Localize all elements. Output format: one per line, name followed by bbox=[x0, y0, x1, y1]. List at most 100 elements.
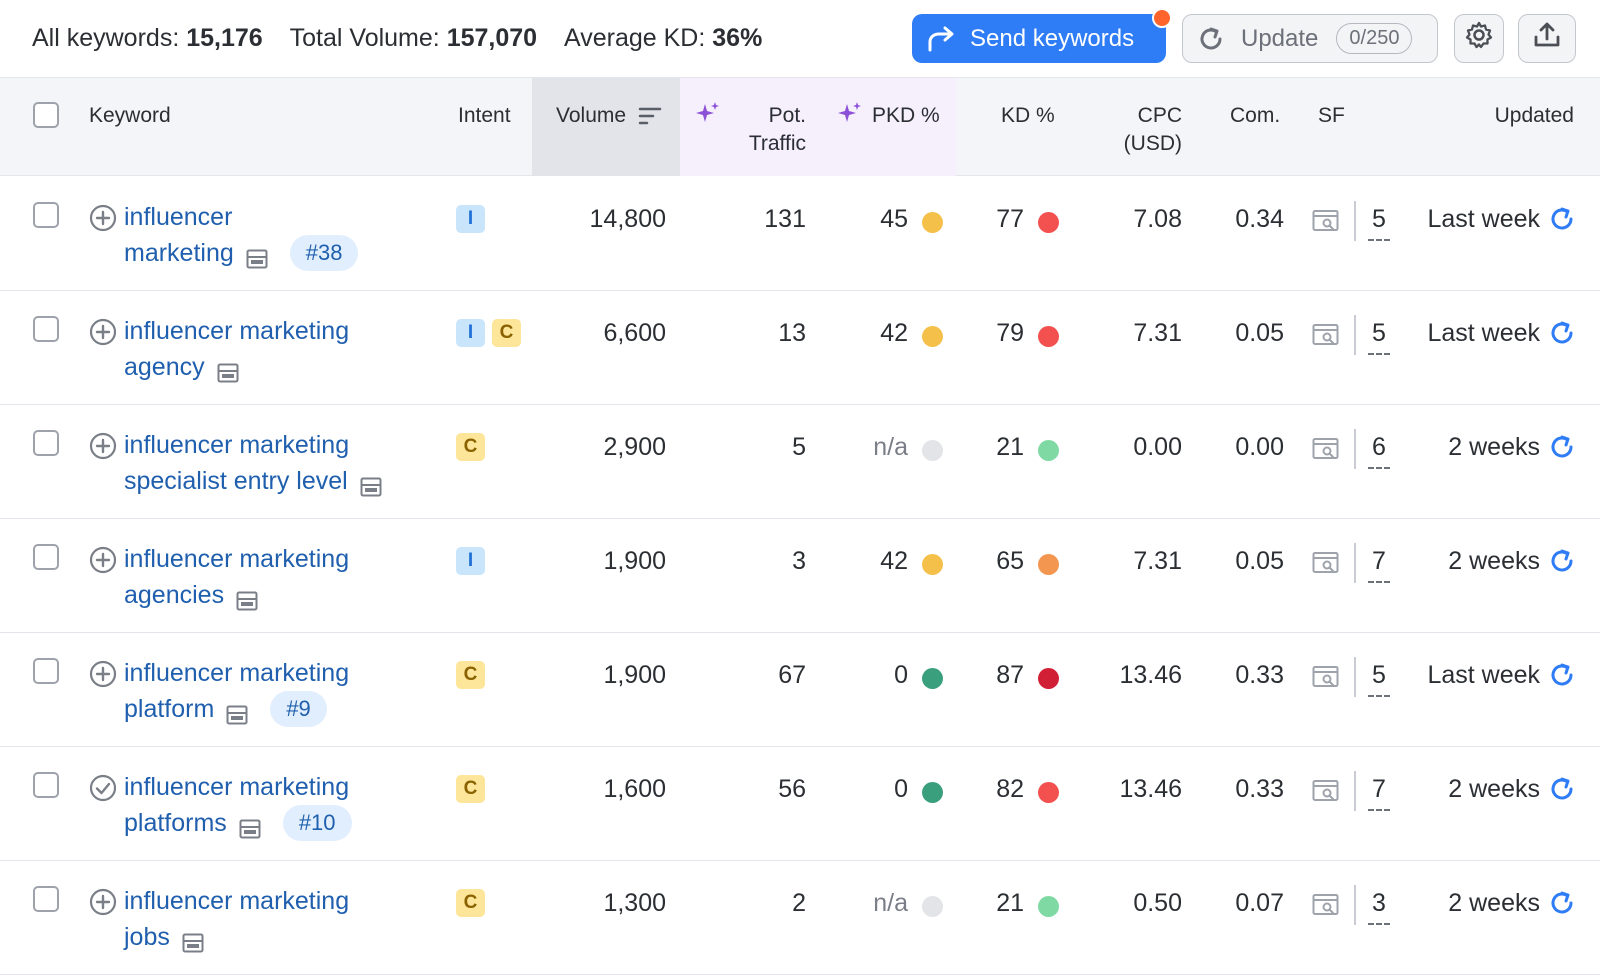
serp-features-icon[interactable] bbox=[1312, 665, 1340, 689]
pkd-indicator-dot bbox=[922, 440, 943, 461]
kd-value: 79 bbox=[996, 319, 1024, 347]
updated-value: Last week bbox=[1427, 319, 1540, 347]
competition-value: 0.05 bbox=[1235, 547, 1284, 575]
column-header-pkd[interactable]: PKD % bbox=[872, 104, 940, 127]
volume-sorted-column-bg bbox=[532, 78, 680, 176]
column-header-cpc[interactable]: CPC (USD) bbox=[1100, 102, 1182, 158]
kd-indicator-dot bbox=[1038, 326, 1059, 347]
table-row: influencer marketing agency I C 6,600 13 42 79 7… bbox=[0, 291, 1600, 405]
all-keywords-label: All keywords: bbox=[32, 24, 180, 52]
kd-indicator-dot bbox=[1038, 212, 1059, 233]
settings-button[interactable] bbox=[1454, 14, 1504, 63]
keyword-link[interactable]: influencer marketing specialist entry lev… bbox=[124, 427, 424, 499]
refresh-icon[interactable] bbox=[1548, 433, 1576, 461]
refresh-icon[interactable] bbox=[1548, 319, 1576, 347]
add-to-list-icon[interactable] bbox=[88, 203, 118, 233]
keyword-line-1: influencer marketing bbox=[124, 545, 350, 573]
serp-features-count[interactable]: 6 bbox=[1368, 429, 1390, 469]
send-keywords-button[interactable]: Send keywords bbox=[912, 8, 1172, 63]
row-checkbox[interactable] bbox=[33, 772, 59, 798]
keyword-link[interactable]: influencer marketing #38 bbox=[124, 199, 424, 271]
volume-value: 1,600 bbox=[603, 775, 666, 803]
column-header-com[interactable]: Com. bbox=[1230, 104, 1281, 127]
serp-features-icon[interactable] bbox=[1312, 323, 1340, 347]
keyword-link[interactable]: influencer marketing jobs bbox=[124, 883, 424, 955]
column-header-intent[interactable]: Intent bbox=[458, 104, 511, 127]
serp-features-count[interactable]: 5 bbox=[1368, 657, 1390, 697]
refresh-icon[interactable] bbox=[1548, 661, 1576, 689]
refresh-icon[interactable] bbox=[1548, 775, 1576, 803]
ai-columns-bg bbox=[680, 78, 956, 176]
add-to-list-icon[interactable] bbox=[88, 545, 118, 575]
serp-preview-icon[interactable] bbox=[236, 585, 258, 611]
serp-features-count[interactable]: 3 bbox=[1368, 885, 1390, 925]
keyword-line-2: specialist entry level bbox=[124, 467, 348, 495]
table-header: Keyword Intent Volume Pot. Traffic PKD %… bbox=[0, 78, 1600, 176]
serp-preview-icon[interactable] bbox=[360, 471, 382, 497]
serp-features-icon[interactable] bbox=[1312, 779, 1340, 803]
updated-value: 2 weeks bbox=[1448, 889, 1540, 917]
refresh-icon[interactable] bbox=[1548, 205, 1576, 233]
volume-value: 1,300 bbox=[603, 889, 666, 917]
added-check-icon[interactable] bbox=[88, 773, 118, 803]
keyword-link[interactable]: influencer marketing platforms #10 bbox=[124, 769, 424, 841]
refresh-icon[interactable] bbox=[1548, 547, 1576, 575]
add-to-list-icon[interactable] bbox=[88, 659, 118, 689]
row-checkbox[interactable] bbox=[33, 430, 59, 456]
column-header-kd[interactable]: KD % bbox=[1001, 104, 1055, 127]
keyword-link[interactable]: influencer marketing platform #9 bbox=[124, 655, 424, 727]
column-header-cpc-line1: CPC bbox=[1137, 104, 1182, 127]
column-header-pot-traffic[interactable]: Pot. Traffic bbox=[736, 102, 806, 158]
pkd-value: 42 bbox=[880, 319, 908, 347]
competition-value: 0.33 bbox=[1235, 661, 1284, 689]
update-button[interactable]: Update 0/250 bbox=[1182, 14, 1438, 63]
add-to-list-icon[interactable] bbox=[88, 887, 118, 917]
serp-preview-icon[interactable] bbox=[226, 699, 248, 725]
row-checkbox[interactable] bbox=[33, 202, 59, 228]
add-to-list-icon[interactable] bbox=[88, 431, 118, 461]
column-header-pot-traffic-line2: Traffic bbox=[748, 132, 806, 155]
row-checkbox[interactable] bbox=[33, 544, 59, 570]
serp-preview-icon[interactable] bbox=[182, 927, 204, 953]
column-header-keyword[interactable]: Keyword bbox=[89, 104, 171, 127]
column-header-sf[interactable]: SF bbox=[1318, 104, 1345, 127]
upload-icon bbox=[1532, 20, 1562, 57]
column-header-volume[interactable]: Volume bbox=[556, 102, 662, 130]
serp-features-count[interactable]: 7 bbox=[1368, 771, 1390, 811]
pkd-value: 0 bbox=[894, 661, 908, 689]
serp-features-icon[interactable] bbox=[1312, 437, 1340, 461]
intent-informational-badge: I bbox=[456, 319, 485, 347]
total-volume-label: Total Volume: bbox=[289, 24, 440, 52]
keyword-line-1: influencer bbox=[124, 203, 233, 231]
keyword-line-2-wrap: platform #9 bbox=[124, 691, 424, 727]
select-all-checkbox[interactable] bbox=[33, 102, 59, 128]
pkd-indicator-dot bbox=[922, 782, 943, 803]
serp-features-count[interactable]: 5 bbox=[1368, 315, 1390, 355]
serp-features-icon[interactable] bbox=[1312, 551, 1340, 575]
serp-features-count[interactable]: 7 bbox=[1368, 543, 1390, 583]
refresh-icon[interactable] bbox=[1548, 889, 1576, 917]
serp-features-count[interactable]: 5 bbox=[1368, 201, 1390, 241]
keyword-line-1: influencer marketing bbox=[124, 317, 350, 345]
column-header-cpc-line2: (USD) bbox=[1123, 132, 1182, 155]
serp-preview-icon[interactable] bbox=[246, 243, 268, 269]
row-checkbox[interactable] bbox=[33, 316, 59, 342]
total-volume-stat: Total Volume: 157,070 bbox=[290, 24, 537, 53]
volume-value: 2,900 bbox=[603, 433, 666, 461]
update-label: Update bbox=[1241, 24, 1319, 52]
notification-dot bbox=[1152, 8, 1172, 28]
row-checkbox[interactable] bbox=[33, 886, 59, 912]
serp-features-icon[interactable] bbox=[1312, 209, 1340, 233]
updated-value: 2 weeks bbox=[1448, 433, 1540, 461]
row-checkbox[interactable] bbox=[33, 658, 59, 684]
add-to-list-icon[interactable] bbox=[88, 317, 118, 347]
keyword-line-1: influencer marketing bbox=[124, 659, 350, 687]
cpc-value: 0.00 bbox=[1133, 433, 1182, 461]
serp-features-icon[interactable] bbox=[1312, 893, 1340, 917]
serp-preview-icon[interactable] bbox=[239, 813, 261, 839]
export-button[interactable] bbox=[1518, 14, 1576, 63]
serp-preview-icon[interactable] bbox=[217, 357, 239, 383]
keyword-link[interactable]: influencer marketing agencies bbox=[124, 541, 424, 613]
keyword-link[interactable]: influencer marketing agency bbox=[124, 313, 424, 385]
column-header-updated[interactable]: Updated bbox=[1494, 104, 1574, 127]
